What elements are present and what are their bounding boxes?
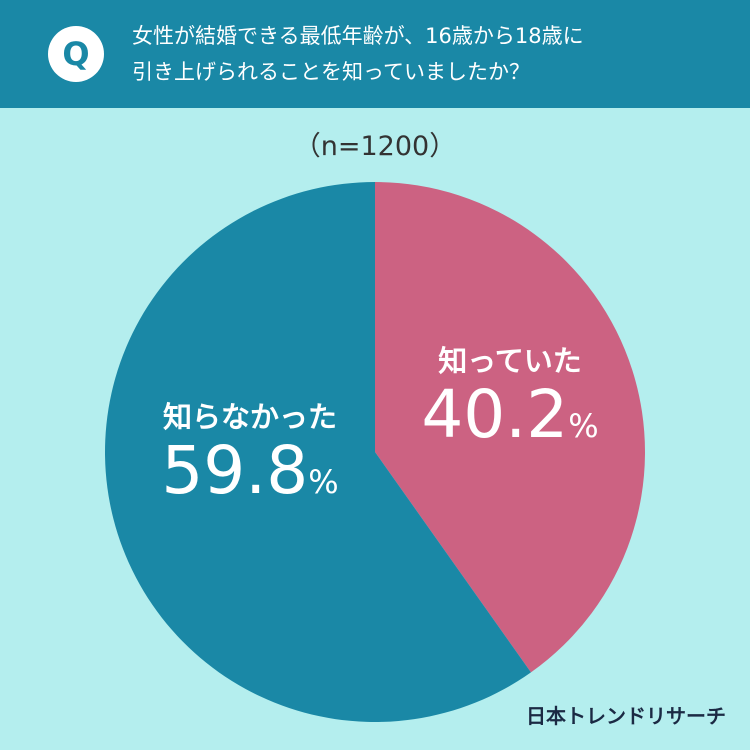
question-line-1: 女性が結婚できる最低年齢が、16歳から18歳に: [132, 24, 584, 48]
slice-label-known: 知っていた 40.2%: [410, 338, 610, 449]
slice-percent-unknown: 59.8%: [140, 436, 360, 505]
slice-unit-unknown: %: [308, 463, 339, 501]
question-badge-letter: Q: [62, 35, 90, 73]
pie-slice-known: [375, 182, 645, 673]
slice-percent-known: 40.2%: [410, 380, 610, 449]
sample-size-label: （n=1200）: [293, 131, 457, 162]
question-badge: Q: [48, 26, 104, 82]
slice-value-unknown: 59.8: [161, 432, 309, 509]
slice-label-unknown: 知らなかった 59.8%: [140, 394, 360, 505]
slice-category-unknown: 知らなかった: [162, 400, 337, 434]
question-text: 女性が結婚できる最低年齢が、16歳から18歳に 引き上げられることを知っていまし…: [132, 18, 732, 90]
question-header: Q 女性が結婚できる最低年齢が、16歳から18歳に 引き上げられることを知ってい…: [0, 0, 750, 108]
slice-unit-known: %: [568, 407, 599, 445]
question-line-2: 引き上げられることを知っていましたか？: [132, 60, 530, 84]
brand-logo: 日本トレンドリサーチ: [526, 704, 726, 728]
slice-value-known: 40.2: [421, 376, 569, 453]
slice-category-known: 知っていた: [438, 344, 582, 378]
pie-slice-unknown: [105, 182, 531, 722]
